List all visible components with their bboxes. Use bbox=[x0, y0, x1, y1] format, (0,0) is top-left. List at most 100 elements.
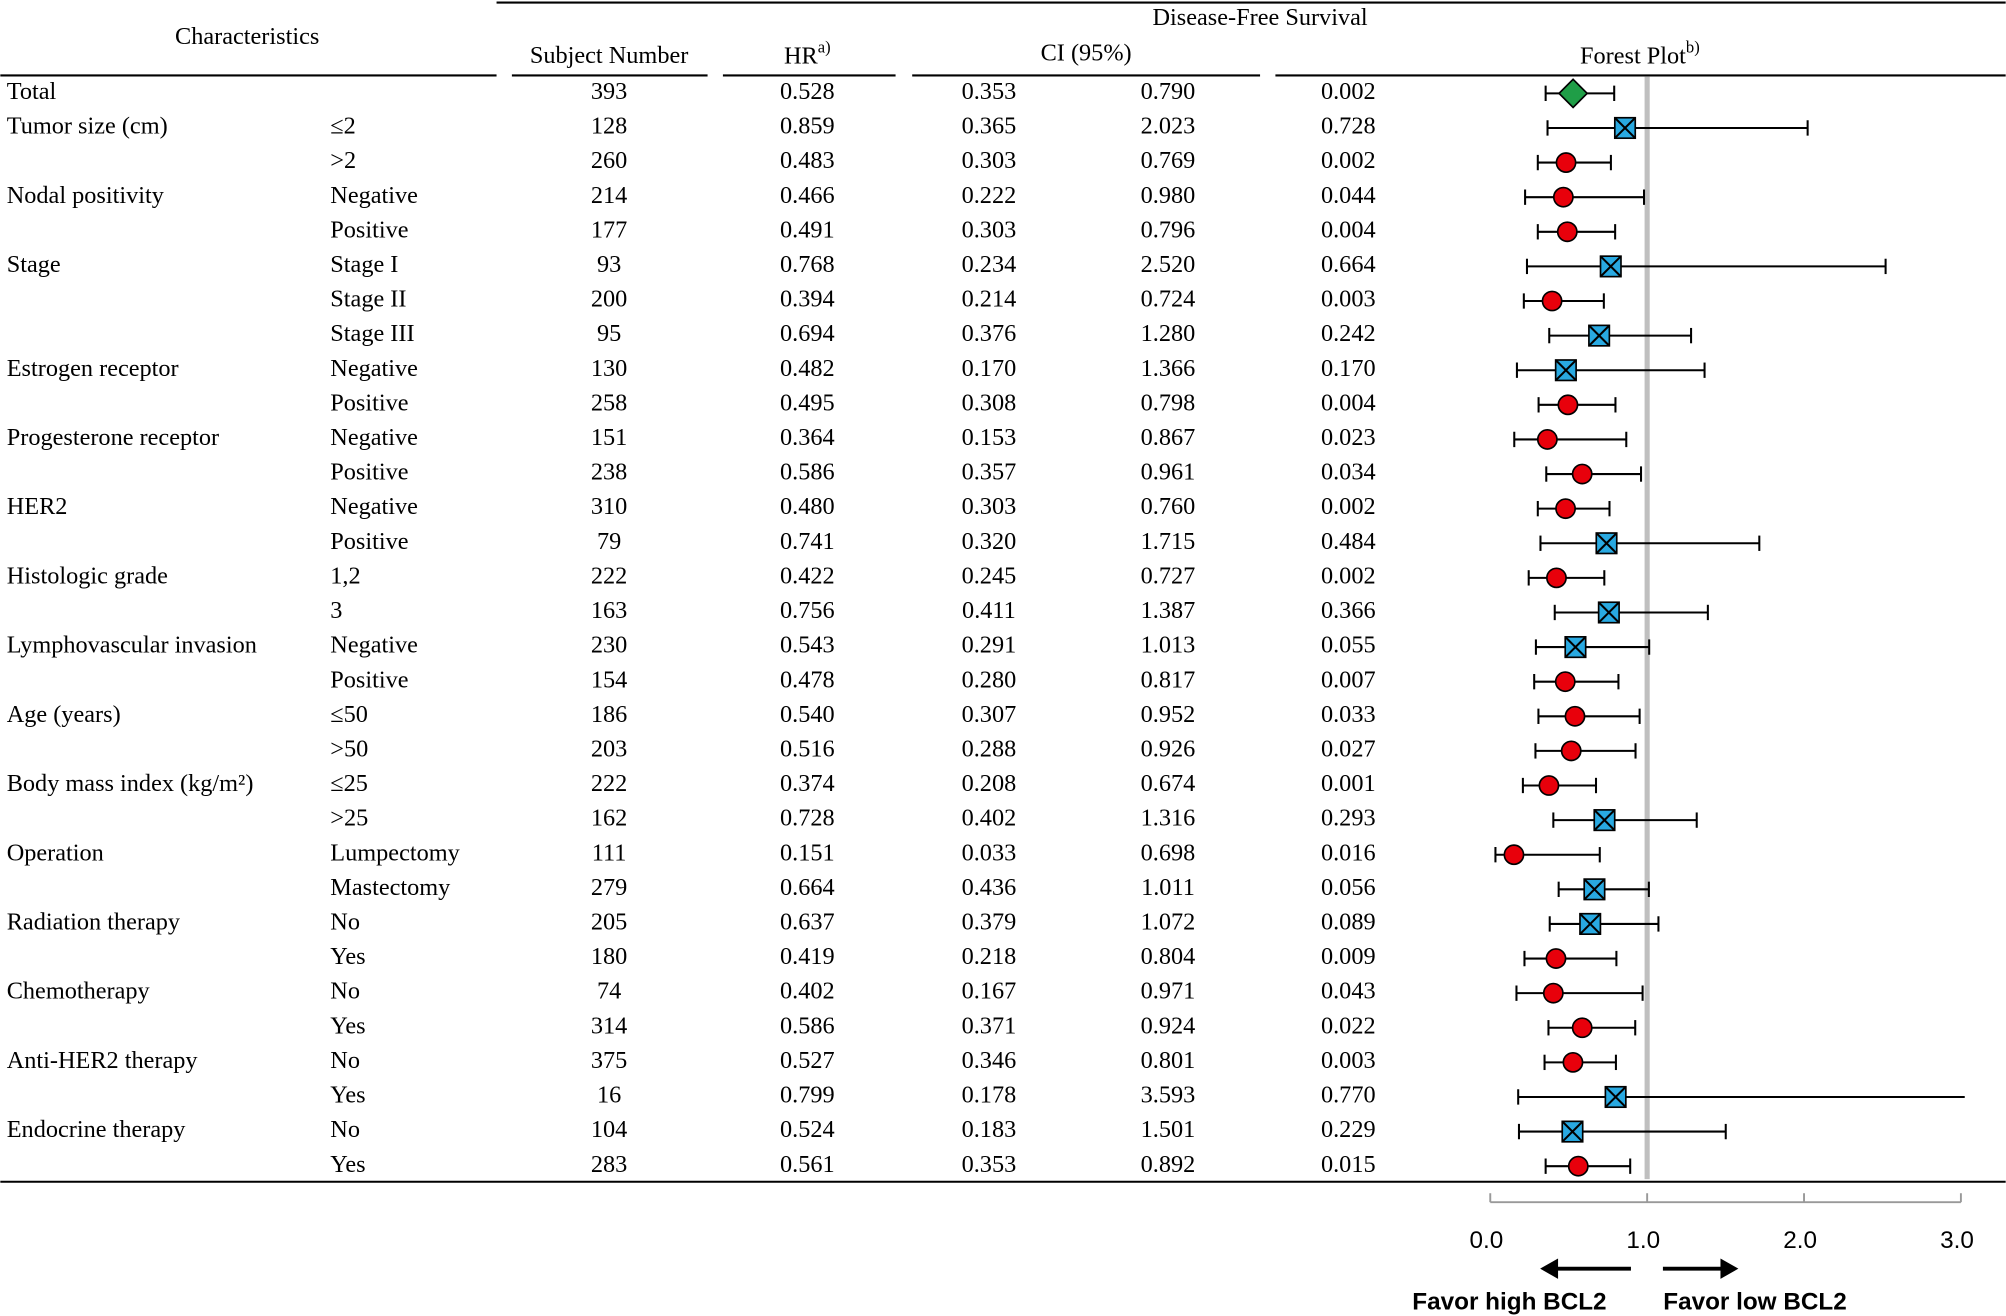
cell-n: 203 bbox=[591, 735, 627, 762]
cell-ci-low: 0.214 bbox=[962, 286, 1017, 313]
cell-ci-low: 0.153 bbox=[962, 424, 1017, 451]
cell-ci-low: 0.379 bbox=[962, 909, 1017, 936]
hr-marker-cross bbox=[1593, 809, 1616, 832]
header-hr: HRa) bbox=[784, 37, 831, 69]
cell-p: 0.015 bbox=[1321, 1151, 1376, 1178]
header-ci: CI (95%) bbox=[1041, 40, 1132, 67]
cell-n: 95 bbox=[597, 320, 621, 347]
hr-marker bbox=[1545, 948, 1567, 969]
cell-p: 0.043 bbox=[1321, 978, 1376, 1005]
cell-n: 104 bbox=[591, 1116, 627, 1143]
hr-marker-cross bbox=[1604, 1086, 1627, 1108]
hr-marker bbox=[1554, 671, 1576, 693]
cell-ci-high: 0.698 bbox=[1141, 839, 1196, 866]
cell-n: 177 bbox=[591, 216, 627, 243]
characteristic: Total bbox=[7, 78, 57, 105]
cell-p: 0.002 bbox=[1321, 78, 1376, 105]
cell-hr: 0.480 bbox=[780, 493, 835, 520]
cell-ci-high: 0.817 bbox=[1141, 666, 1196, 693]
cell-p: 0.170 bbox=[1321, 355, 1376, 382]
cell-ci-low: 0.371 bbox=[962, 1012, 1017, 1039]
cell-ci-high: 0.952 bbox=[1141, 701, 1196, 728]
hr-marker-cross bbox=[1597, 601, 1620, 624]
cell-ci-high: 0.892 bbox=[1141, 1151, 1196, 1178]
cell-p: 0.016 bbox=[1321, 839, 1376, 866]
subgroup: >2 bbox=[330, 147, 356, 174]
cell-ci-low: 0.280 bbox=[962, 666, 1017, 693]
favor-right: Favor low BCL2 bbox=[1663, 1289, 1846, 1316]
cell-ci-high: 0.801 bbox=[1141, 1047, 1196, 1074]
cell-n: 230 bbox=[591, 632, 627, 659]
cell-ci-low: 0.183 bbox=[962, 1116, 1017, 1143]
characteristic: Nodal positivity bbox=[7, 182, 165, 209]
cell-ci-high: 0.867 bbox=[1141, 424, 1196, 451]
header-forest-text: Forest Plot bbox=[1580, 42, 1686, 69]
cell-hr: 0.741 bbox=[780, 528, 835, 555]
x-tick-label: 0.0 bbox=[1470, 1227, 1504, 1254]
cell-ci-low: 0.357 bbox=[962, 459, 1017, 486]
characteristic: Stage bbox=[7, 251, 61, 278]
cell-p: 0.055 bbox=[1321, 632, 1376, 659]
cell-n: 279 bbox=[591, 874, 627, 901]
subgroup: Yes bbox=[330, 1012, 365, 1039]
subgroup: No bbox=[330, 1047, 360, 1074]
cell-p: 0.664 bbox=[1321, 251, 1376, 278]
cell-hr: 0.540 bbox=[780, 701, 835, 728]
cell-n: 180 bbox=[591, 943, 627, 970]
cell-hr: 0.768 bbox=[780, 251, 835, 278]
cell-n: 222 bbox=[591, 770, 627, 797]
subgroup: 3 bbox=[330, 597, 342, 624]
cell-ci-low: 0.178 bbox=[962, 1082, 1017, 1109]
cell-n: 128 bbox=[591, 113, 627, 140]
hr-marker bbox=[1557, 394, 1579, 416]
cell-ci-low: 0.320 bbox=[962, 528, 1017, 555]
cell-ci-low: 0.353 bbox=[962, 78, 1017, 105]
subgroup: Negative bbox=[330, 632, 418, 659]
subgroup: Negative bbox=[330, 182, 418, 209]
cell-hr: 0.478 bbox=[780, 666, 835, 693]
cell-ci-high: 0.790 bbox=[1141, 78, 1196, 105]
header-hr-text: HR bbox=[784, 42, 819, 69]
subgroup: ≤25 bbox=[330, 770, 368, 797]
cell-ci-high: 1.501 bbox=[1141, 1116, 1196, 1143]
cell-n: 163 bbox=[591, 597, 627, 624]
cell-ci-low: 0.303 bbox=[962, 216, 1017, 243]
subgroup: Positive bbox=[330, 216, 408, 243]
arrow-head bbox=[1540, 1258, 1559, 1279]
characteristic: HER2 bbox=[7, 493, 68, 520]
cell-ci-high: 1.316 bbox=[1141, 805, 1196, 832]
hr-marker bbox=[1564, 705, 1586, 727]
cell-hr: 0.422 bbox=[780, 562, 835, 589]
cell-p: 0.023 bbox=[1321, 424, 1376, 451]
header-characteristics: Characteristics bbox=[175, 23, 319, 50]
cell-ci-high: 0.926 bbox=[1141, 735, 1196, 762]
cell-ci-high: 0.727 bbox=[1141, 562, 1196, 589]
cell-ci-low: 0.167 bbox=[962, 978, 1017, 1005]
hr-marker bbox=[1555, 498, 1576, 520]
cell-ci-high: 0.980 bbox=[1141, 182, 1196, 209]
subgroup: Yes bbox=[330, 943, 365, 970]
cell-p: 0.366 bbox=[1321, 597, 1376, 624]
x-tick-label: 1.0 bbox=[1626, 1227, 1660, 1254]
header-group: Disease-Free Survival bbox=[1153, 4, 1368, 31]
cell-ci-low: 0.346 bbox=[962, 1047, 1017, 1074]
hr-marker bbox=[1571, 1017, 1593, 1039]
cell-ci-low: 0.365 bbox=[962, 113, 1017, 140]
cell-ci-high: 0.724 bbox=[1141, 286, 1196, 313]
cell-n: 393 bbox=[591, 78, 627, 105]
cell-hr: 0.495 bbox=[780, 389, 835, 416]
cell-p: 0.229 bbox=[1321, 1116, 1376, 1143]
characteristic: Estrogen receptor bbox=[7, 355, 179, 382]
characteristic: Age (years) bbox=[7, 701, 121, 728]
cell-ci-low: 0.170 bbox=[962, 355, 1017, 382]
cell-p: 0.009 bbox=[1321, 943, 1376, 970]
hr-marker-cross bbox=[1554, 359, 1577, 382]
cell-hr: 0.799 bbox=[780, 1082, 835, 1109]
hr-marker bbox=[1567, 1155, 1589, 1177]
header-forest-note: b) bbox=[1686, 37, 1700, 56]
hr-marker-cross bbox=[1583, 878, 1606, 901]
cell-ci-high: 0.796 bbox=[1141, 216, 1196, 243]
cell-hr: 0.637 bbox=[780, 909, 835, 936]
cell-p: 0.003 bbox=[1321, 286, 1376, 313]
